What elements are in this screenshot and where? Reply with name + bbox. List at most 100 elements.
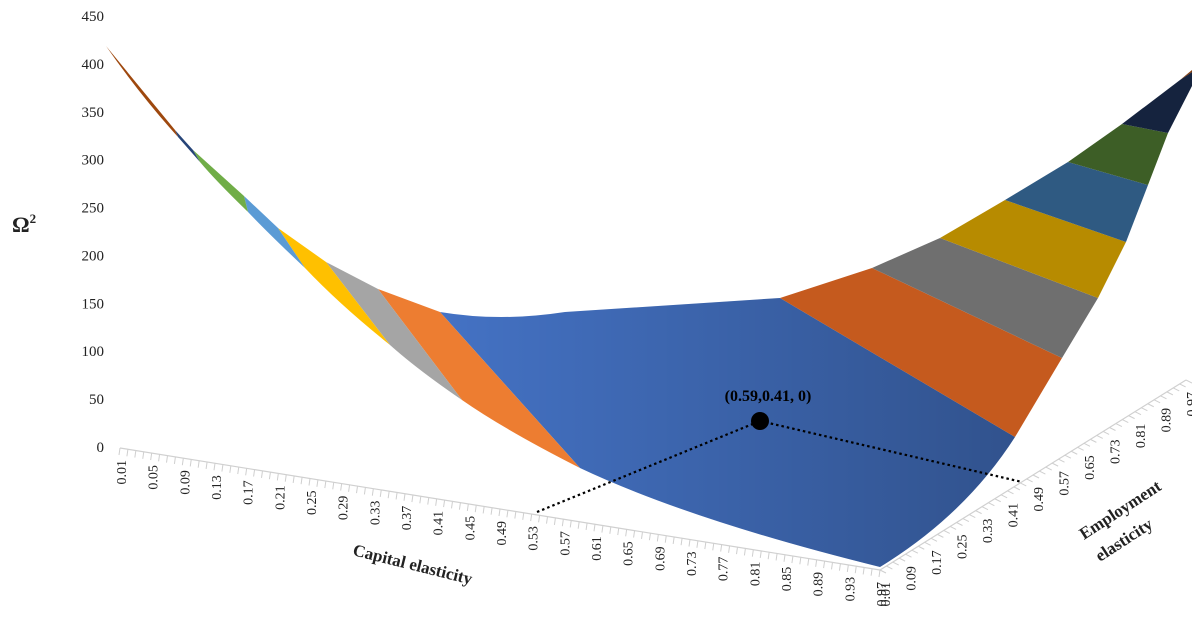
x-tick-label: 0.09 — [178, 470, 193, 495]
x-axis-tick — [601, 525, 604, 533]
band-350-400-left — [106, 46, 178, 137]
x-axis-tick — [451, 501, 453, 509]
x-axis-tick — [751, 549, 754, 557]
x-tick-label: 0.37 — [400, 506, 415, 531]
y-axis-tick — [969, 514, 976, 519]
x-axis-tick — [569, 520, 572, 528]
x-tick-label: 0.33 — [368, 501, 383, 525]
y-axis-tick — [1000, 494, 1008, 499]
y-axis-tick — [1166, 391, 1174, 396]
x-axis-tick — [720, 544, 723, 552]
x-axis-tick — [846, 564, 849, 572]
x-axis-tick — [276, 473, 279, 481]
x-axis-tick — [142, 451, 145, 459]
y-axis-tick — [1064, 454, 1072, 459]
band-150-200-left — [278, 228, 390, 345]
x-axis-tick — [538, 515, 541, 523]
z-axis-label: Ω2 — [12, 211, 36, 237]
x-axis-tick — [498, 508, 501, 517]
x-axis-tick — [371, 488, 374, 496]
y-axis-tick — [1026, 478, 1033, 483]
y-axis-tick — [1045, 466, 1052, 471]
y-axis-tick — [1109, 427, 1116, 431]
y-axis-tick — [886, 565, 893, 570]
x-axis-tick — [411, 494, 414, 503]
y-tick-label: 0.57 — [1058, 471, 1073, 496]
x-axis-tick — [403, 493, 406, 501]
x-tick-label: 0.85 — [780, 567, 795, 592]
y-tick-label: 0.97 — [1185, 392, 1192, 417]
x-tick-label: 0.57 — [558, 531, 573, 556]
x-axis-tick — [823, 561, 826, 569]
x-axis-tick — [134, 450, 137, 458]
x-axis-tick — [854, 566, 857, 574]
y-tick-label: 0.89 — [1160, 408, 1175, 433]
x-axis-tick — [593, 524, 596, 532]
x-axis-tick — [625, 529, 628, 537]
x-tick-label: 0.73 — [685, 552, 700, 577]
x-axis-tick — [118, 447, 121, 456]
y-axis-tick — [943, 529, 950, 534]
y-axis-tick — [1102, 431, 1110, 435]
x-axis-tick — [435, 498, 438, 506]
annotation-point — [751, 412, 769, 430]
x-axis-tick — [680, 538, 683, 546]
x-axis-tick — [173, 456, 176, 464]
x-axis-tick — [213, 463, 216, 471]
x-axis-tick — [736, 547, 738, 555]
x-axis-tick — [316, 479, 319, 487]
x-axis-tick — [387, 491, 390, 499]
x-tick-label: 0.21 — [273, 485, 288, 510]
x-axis-tick — [443, 500, 446, 508]
x-axis-tick — [664, 535, 667, 543]
y-axis-tick — [1128, 415, 1135, 420]
x-axis-tick — [253, 469, 256, 477]
y-tick-label: 0.41 — [1007, 503, 1022, 528]
annotation-guide-x — [536, 419, 761, 514]
x-axis-tick — [791, 555, 794, 564]
x-tick-label: 0.13 — [210, 475, 225, 500]
x-axis-tick — [158, 454, 161, 462]
y-axis-tick — [956, 522, 963, 526]
x-axis-tick — [363, 487, 366, 495]
z-tick-label: 250 — [82, 201, 105, 217]
y-tick-label: 0.49 — [1032, 487, 1047, 512]
y-axis-tick — [930, 537, 938, 542]
x-axis-tick — [340, 483, 343, 491]
y-axis-tick — [949, 526, 957, 530]
z-tick-label: 150 — [82, 296, 105, 312]
y-tick-label: 0.81 — [1134, 424, 1149, 449]
band-50-100-right — [780, 268, 1062, 437]
y-axis-tick — [898, 557, 906, 562]
x-axis-tick — [862, 567, 865, 575]
y-axis-tick — [879, 569, 887, 574]
x-axis-tick — [878, 569, 881, 578]
x-tick-label: 0.49 — [495, 521, 510, 546]
y-axis-tick — [1090, 438, 1097, 443]
x-axis-tick — [427, 497, 430, 505]
y-axis-tick — [1077, 446, 1084, 451]
band-250-300-right — [1068, 124, 1168, 185]
y-axis-tick — [1039, 470, 1046, 475]
band-250-300-left — [193, 150, 248, 212]
x-tick-label: 0.41 — [432, 511, 447, 536]
x-tick-label: 0.45 — [463, 516, 478, 541]
x-axis-tick — [815, 559, 818, 567]
z-axis-ticks: 0 50 100 150 200 250 300 350 400 450 — [82, 9, 105, 456]
x-tick-label: 0.29 — [337, 496, 352, 521]
y-axis-tick — [1013, 486, 1021, 491]
y-tick-label: 0.01 — [879, 582, 894, 607]
x-axis-tick — [759, 550, 762, 559]
band-350-400-right — [1180, 70, 1192, 80]
x-axis-tick — [419, 496, 422, 504]
y-axis-tick — [1185, 379, 1192, 384]
x-tick-label: 0.69 — [653, 546, 668, 571]
band-100-150-right — [872, 238, 1098, 358]
band-0-50-shade — [440, 298, 1015, 567]
x-axis-tick — [268, 472, 271, 480]
x-axis-tick — [284, 474, 287, 482]
y-axis-tick — [1007, 490, 1014, 495]
x-axis-tick — [237, 466, 240, 475]
z-tick-label: 50 — [89, 392, 104, 408]
x-axis-tick — [767, 552, 770, 560]
